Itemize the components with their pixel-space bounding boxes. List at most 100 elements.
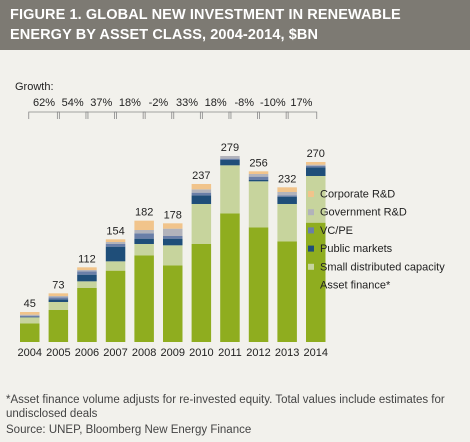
bar-segment-2008-1 (134, 243, 154, 256)
total-label-2009: 178 (164, 209, 182, 221)
total-label-2013: 232 (278, 173, 296, 185)
growth-bracket-4 (142, 111, 175, 119)
growth-value-3: 18% (119, 97, 141, 109)
growth-bracket-1 (56, 111, 89, 119)
source-note: Source: UNEP, Bloomberg New Energy Finan… (6, 424, 252, 436)
growth-value-7: -8% (234, 97, 254, 109)
growth-value-6: 18% (205, 97, 227, 109)
bar-segment-2011-2 (220, 159, 240, 166)
bar-segment-2011-3 (220, 158, 240, 160)
title-banner (0, 0, 470, 50)
total-label-2004: 45 (24, 298, 36, 310)
bar-segment-2005-1 (48, 301, 69, 310)
bar-segment-2013-0 (277, 241, 297, 342)
bar-segment-2012-2 (248, 179, 269, 182)
growth-value-0: 62% (33, 97, 55, 109)
legend-swatch-0 (308, 191, 314, 197)
growth-layer: Growth: 62% 54% 37% 18% -2% 33% 18% -8% -10% 17% (15, 81, 318, 119)
x-tick-label-2006: 2006 (75, 347, 99, 359)
bar-segment-2013-3 (277, 195, 297, 197)
bar-segment-2007-4 (105, 241, 126, 244)
bar-segment-2006-3 (77, 271, 97, 275)
x-tick-label-2004: 2004 (18, 347, 42, 359)
bar-segment-2007-5 (105, 239, 126, 242)
bar-segment-2008-2 (134, 238, 154, 244)
total-label-2005: 73 (52, 279, 64, 291)
growth-bracket-5 (171, 111, 203, 119)
growth-value-1: 54% (62, 97, 84, 109)
bar-segment-2004-0 (20, 323, 40, 342)
bar-segment-2004-5 (20, 311, 40, 315)
bar-segment-2008-0 (134, 255, 154, 342)
legend-label-4: Small distributed capacity (320, 261, 445, 273)
bar-segment-2005-0 (48, 309, 69, 342)
bar-segment-2009-5 (163, 223, 183, 229)
bar-segment-2012-5 (248, 171, 269, 174)
bar-segment-2007-2 (105, 246, 126, 262)
bar-segment-2007-1 (105, 261, 126, 271)
bar-segment-2008-3 (134, 233, 154, 239)
legend-label-3: Public markets (320, 243, 393, 255)
legend-label-0: Corporate R&D (320, 189, 395, 201)
growth-bracket-2 (85, 111, 117, 119)
growth-bracket-3 (114, 111, 146, 119)
x-tick-label-2005: 2005 (46, 347, 70, 359)
bar-segment-2004-4 (20, 314, 40, 316)
bar-segment-2005-5 (48, 293, 69, 296)
bar-segment-2004-1 (20, 317, 40, 324)
total-label-2011: 279 (221, 142, 239, 154)
bar-segment-2010-1 (191, 203, 212, 244)
bar-segment-2014-2 (306, 167, 326, 176)
bar-segment-2009-0 (163, 265, 183, 342)
legend-label-2: VC/PE (320, 225, 353, 237)
total-label-2012: 256 (249, 157, 267, 169)
total-label-2010: 237 (192, 170, 210, 182)
bar-segment-2004-3 (20, 315, 40, 317)
bar-segment-2013-1 (277, 203, 297, 242)
bar-segment-2009-3 (163, 235, 183, 239)
labels-layer: 45 2004 73 2005 112 2006 154 2007 182 2008 178 2009… (18, 142, 328, 359)
bar-segment-2005-3 (48, 297, 69, 300)
bar-segment-2005-2 (48, 299, 69, 302)
legend-label-1: Government R&D (320, 207, 407, 219)
bar-segment-2014-4 (306, 164, 326, 166)
footnote: *Asset finance volume adjusts for re-inv… (6, 394, 445, 420)
bar-segment-2011-4 (220, 155, 240, 159)
bar-segment-2010-0 (191, 243, 212, 342)
bar-segment-2009-4 (163, 228, 183, 236)
legend-swatch-2 (308, 227, 314, 234)
growth-label: Growth: (15, 81, 54, 93)
bar-segment-2006-5 (77, 267, 97, 270)
bar-segment-2005-4 (48, 295, 69, 298)
x-tick-label-2007: 2007 (103, 347, 127, 359)
bar-segment-2010-5 (191, 183, 212, 190)
legend-label-5: Asset finance* (320, 280, 391, 292)
bar-segment-2014-5 (306, 161, 326, 165)
legend-swatch-1 (308, 209, 314, 216)
bar-segment-2006-1 (77, 281, 97, 288)
total-label-2007: 154 (106, 225, 124, 237)
bar-segment-2012-4 (248, 173, 269, 177)
bars-layer (20, 155, 326, 342)
bar-segment-2010-4 (191, 189, 212, 193)
legend-swatch-4 (308, 263, 314, 270)
bar-segment-2013-2 (277, 196, 297, 204)
bar-segment-2010-3 (191, 192, 212, 196)
bar-segment-2011-1 (220, 165, 240, 214)
bar-segment-2014-0 (306, 222, 326, 342)
legend-swatch-3 (308, 245, 314, 252)
bar-segment-2006-0 (77, 287, 97, 342)
x-tick-label-2010: 2010 (189, 347, 213, 359)
x-tick-label-2008: 2008 (132, 347, 156, 359)
x-tick-label-2013: 2013 (275, 347, 299, 359)
total-label-2008: 182 (135, 207, 153, 219)
growth-bracket-7 (228, 111, 260, 119)
total-label-2014: 270 (307, 148, 325, 160)
chart-title: FIGURE 1. GLOBAL NEW INVESTMENT IN RENEW… (10, 7, 401, 43)
legend: Corporate R&D Government R&D VC/PE Public m… (308, 189, 445, 292)
growth-bracket-8 (257, 111, 289, 119)
bar-segment-2009-2 (163, 238, 183, 246)
bar-segment-2007-0 (105, 270, 126, 342)
total-label-2006: 112 (78, 253, 96, 265)
